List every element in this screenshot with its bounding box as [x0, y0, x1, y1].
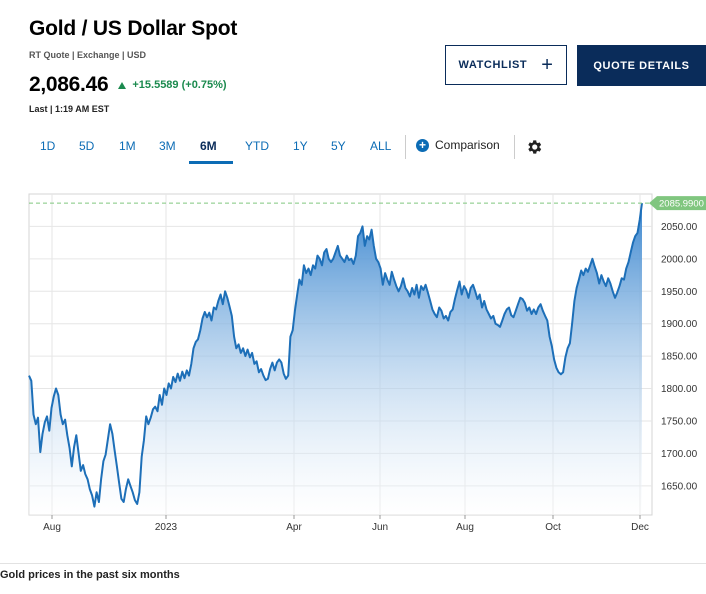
plus-icon: + — [541, 54, 554, 76]
range-tab-5d[interactable]: 5D — [79, 139, 95, 153]
page-title: Gold / US Dollar Spot — [29, 17, 238, 40]
y-tick-label: 1750.00 — [661, 416, 698, 427]
price-row: 2,086.46 +15.5589 (+0.75%) — [29, 73, 227, 97]
y-tick-label: 2000.00 — [661, 254, 698, 265]
y-tick-label: 1950.00 — [661, 287, 698, 298]
price-line — [28, 202, 643, 508]
y-tick-label: 1850.00 — [661, 352, 698, 363]
range-tab-1d[interactable]: 1D — [40, 139, 56, 153]
chart-caption: Gold prices in the past six months — [0, 569, 180, 581]
x-tick-label: Oct — [545, 522, 561, 533]
x-tick-label: Jun — [372, 522, 388, 533]
up-arrow-icon — [118, 81, 127, 89]
range-tab-6m[interactable]: 6M — [200, 139, 217, 153]
price-change-value: +15.5589 (+0.75%) — [132, 79, 227, 91]
quote-details-button[interactable]: QUOTE DETAILS — [577, 45, 706, 86]
last-price: 2,086.46 — [29, 73, 109, 96]
y-tick-label: 2050.00 — [661, 222, 698, 233]
toolbar-divider — [405, 135, 406, 159]
y-tick-label: 1900.00 — [661, 319, 698, 330]
last-updated: Last | 1:19 AM EST — [29, 104, 110, 114]
range-tab-1y[interactable]: 1Y — [293, 139, 308, 153]
x-tick-label: Dec — [631, 522, 649, 533]
x-tick-label: Aug — [456, 522, 474, 533]
price-change: +15.5589 (+0.75%) — [118, 79, 227, 91]
x-tick-label: Aug — [43, 522, 61, 533]
range-tab-5y[interactable]: 5Y — [331, 139, 346, 153]
range-tab-ytd[interactable]: YTD — [245, 139, 269, 153]
comparison-label: Comparison — [435, 138, 500, 152]
gear-icon[interactable] — [525, 138, 543, 156]
range-tab-all[interactable]: ALL — [370, 139, 392, 153]
quote-subinfo: RT Quote | Exchange | USD — [29, 50, 147, 60]
y-tick-label: 1800.00 — [661, 384, 698, 395]
watchlist-label: WATCHLIST — [458, 59, 528, 71]
toolbar-divider — [514, 135, 515, 159]
x-tick-label: Apr — [286, 522, 302, 533]
current-price-tag — [649, 196, 706, 211]
y-tick-label: 1700.00 — [661, 449, 698, 460]
range-tab-3m[interactable]: 3M — [159, 139, 176, 153]
watchlist-button[interactable]: WATCHLIST + — [445, 45, 567, 85]
caption-divider — [0, 563, 706, 564]
price-area — [29, 203, 642, 515]
comparison-button[interactable]: + Comparison — [416, 138, 500, 152]
add-circle-icon: + — [416, 138, 429, 152]
x-tick-label: 2023 — [155, 522, 178, 533]
y-tick-label: 1650.00 — [661, 481, 698, 492]
range-tab-1m[interactable]: 1M — [119, 139, 136, 153]
current-price-label: 2085.9900 — [659, 199, 704, 210]
active-tab-indicator — [189, 161, 233, 164]
price-chart: 1650.00 1700.00 1750.00 1800.00 1850.00 1900.… — [28, 193, 706, 533]
